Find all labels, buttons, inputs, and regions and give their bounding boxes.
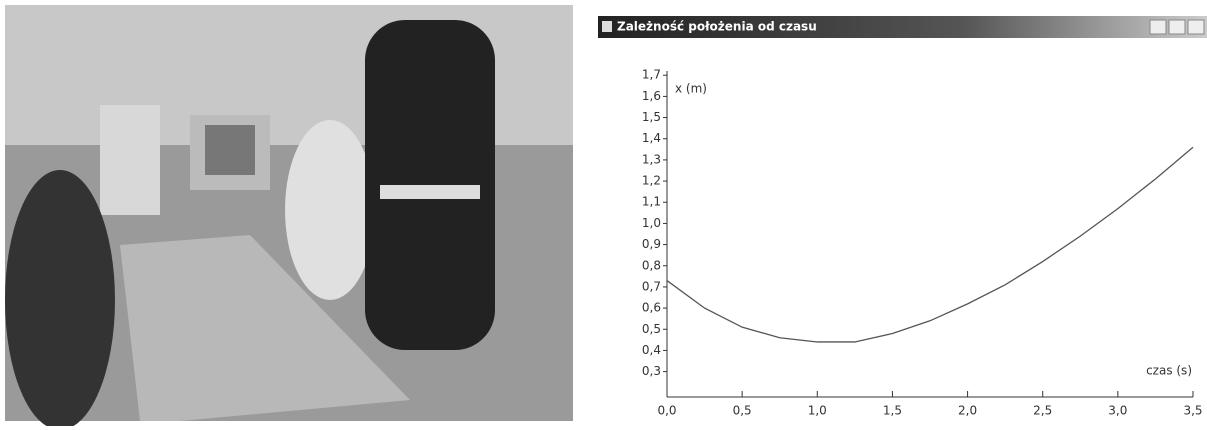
y-tick-label: 1,7 xyxy=(642,68,661,82)
y-tick-label: 0,4 xyxy=(642,343,661,357)
screen: Zależność położenia od czasu x (m) czas … xyxy=(0,0,1207,426)
y-tick-label: 1,2 xyxy=(642,174,661,188)
y-axis-label: x (m) xyxy=(675,82,707,96)
y-tick-label: 1,3 xyxy=(642,152,661,166)
x-tick-label: 0,5 xyxy=(733,404,752,418)
line xyxy=(667,147,1193,342)
x-tick-label: 1,5 xyxy=(883,404,902,418)
y-tick-label: 0,5 xyxy=(642,322,661,336)
x-axis-label: czas (s) xyxy=(1146,364,1192,378)
y-tick-label: 1,5 xyxy=(642,110,661,124)
window-title: Zależność położenia od czasu xyxy=(617,20,817,34)
close-button[interactable] xyxy=(1150,20,1166,34)
photo xyxy=(5,5,573,426)
y-tick-label: 0,7 xyxy=(642,279,661,293)
minimize-button[interactable] xyxy=(1188,20,1204,34)
maximize-button[interactable] xyxy=(1169,20,1185,34)
x-tick-label: 0,0 xyxy=(657,404,676,418)
y-tick-label: 1,1 xyxy=(642,195,661,209)
y-tick-label: 1,4 xyxy=(642,131,661,145)
x-tick-label: 3,5 xyxy=(1183,404,1202,418)
x-tick-label: 1,0 xyxy=(808,404,827,418)
x-tick-label: 2,5 xyxy=(1033,404,1052,418)
window-icon xyxy=(602,21,612,32)
x-tick-label: 2,0 xyxy=(958,404,977,418)
x-tick-label: 3,0 xyxy=(1108,404,1127,418)
chart: x (m) czas (s) 0,3 0,4 0,5 0,6 0,7 0,8 0,9 1,0 1… xyxy=(642,68,1203,418)
y-tick-label: 0,9 xyxy=(642,237,661,251)
y-tick-label: 0,8 xyxy=(642,258,661,272)
y-tick-label: 0,6 xyxy=(642,301,661,315)
y-tick-label: 1,0 xyxy=(642,216,661,230)
y-tick-label: 0,3 xyxy=(642,364,661,378)
y-tick-label: 1,6 xyxy=(642,89,661,103)
